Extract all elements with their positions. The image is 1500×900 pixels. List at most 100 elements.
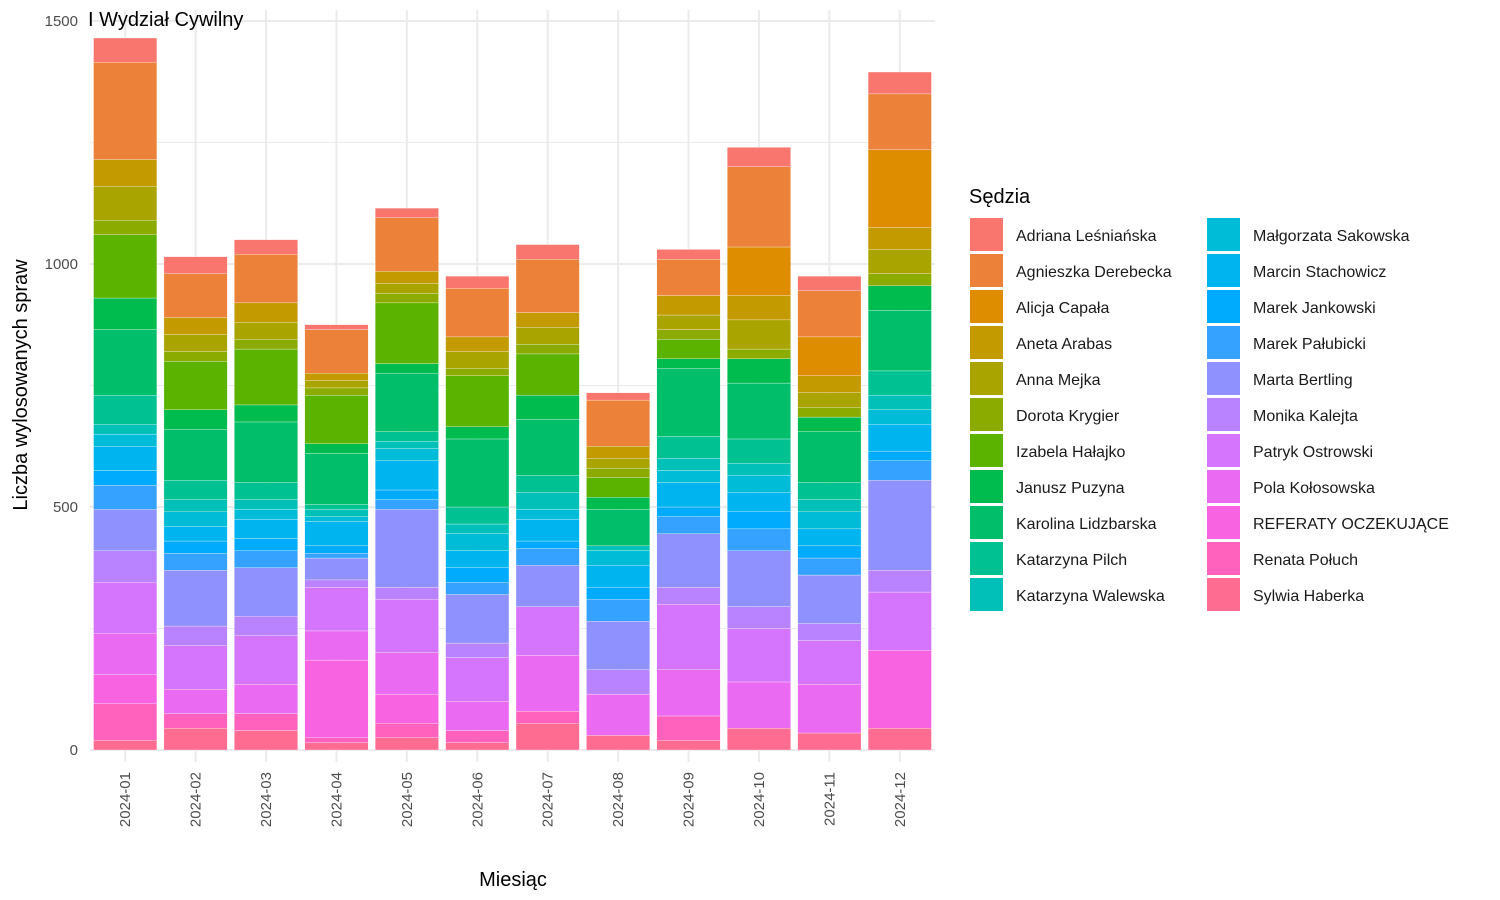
legend-label: Agnieszka Derebecka (1016, 264, 1172, 281)
x-tick-label: 2024-02 (188, 772, 205, 827)
bar-segment (445, 351, 510, 369)
bar-segment (445, 550, 510, 568)
bar-segment (93, 433, 158, 447)
bar-segment (656, 533, 721, 588)
bar-segment (867, 285, 932, 311)
bar-segment (867, 93, 932, 150)
bar-segment (234, 567, 298, 617)
legend-title: Sędzia (969, 186, 1031, 208)
legend-key (1207, 506, 1240, 539)
bar-segment (234, 519, 298, 539)
bar-segment (445, 657, 510, 702)
legend-item: Anna Mejka (970, 362, 1101, 395)
bar-segment (586, 399, 650, 447)
bar-segment (163, 511, 228, 527)
bar-segment (163, 645, 228, 690)
bar-segment (797, 275, 862, 291)
bar-segment (727, 628, 791, 683)
bar-segment (515, 395, 580, 420)
bar-segment (727, 295, 791, 321)
bar-segment (375, 431, 439, 442)
bar-segment (93, 703, 158, 741)
bar-segment (867, 227, 932, 250)
bar-segment (445, 275, 510, 289)
bar-segment (586, 467, 650, 478)
x-tick-label: 2024-10 (751, 772, 768, 827)
bar-segment (304, 587, 369, 632)
legend-label: Izabela Hałajko (1016, 444, 1126, 461)
bar-segment (304, 557, 369, 581)
legend-item: Marta Bertling (1207, 362, 1353, 395)
bar-segment (727, 348, 791, 359)
legend-key (970, 290, 1003, 323)
bar-segment (375, 217, 439, 272)
bar-segment (304, 509, 369, 517)
bar-segment (445, 701, 510, 731)
bar-segment (797, 290, 862, 338)
bar-segment (234, 713, 298, 731)
bar-segment (234, 339, 298, 350)
bar-segment (375, 302, 439, 364)
bar-segment (867, 424, 932, 452)
x-tick-label: 2024-07 (540, 772, 557, 827)
bar-segment (727, 475, 791, 493)
legend-item: Adriana Leśniańska (970, 218, 1157, 251)
bar-segment (797, 640, 862, 685)
legend-label: Karolina Lidzbarska (1016, 516, 1157, 533)
bar-segment (656, 604, 721, 670)
bar-segment (163, 351, 228, 362)
bar-segment (234, 616, 298, 636)
legend-label: Marcin Stachowicz (1253, 264, 1386, 281)
bar-segment (445, 523, 510, 534)
legend-label: Aneta Arabas (1016, 336, 1112, 353)
bar-segment (163, 727, 228, 751)
legend-item: Agnieszka Derebecka (970, 254, 1172, 287)
legend-item: Monika Kalejta (1207, 398, 1358, 431)
bar-segment (304, 504, 369, 510)
bar-segment (515, 565, 580, 607)
bar-segment (304, 380, 369, 389)
bar-segment (515, 258, 580, 313)
bar-segment (93, 62, 158, 160)
bar-segment (656, 482, 721, 508)
bar-segment (93, 234, 158, 299)
bar-segment (727, 606, 791, 629)
bar-segment (304, 737, 369, 743)
bar-segment (515, 710, 580, 724)
legend-item: Janusz Puzyna (970, 470, 1125, 503)
bar-segment (727, 166, 791, 248)
legend-item: Marek Pałubicki (1207, 326, 1366, 359)
bar-segment (375, 283, 439, 294)
bar-segment (163, 273, 228, 318)
bar-segment (234, 348, 298, 406)
bar-segment (586, 599, 650, 622)
legend-key (970, 506, 1003, 539)
legend-label: Sylwia Haberka (1253, 588, 1364, 605)
bar-segment (586, 446, 650, 459)
bar-segment (234, 730, 298, 751)
bar-segment (515, 492, 580, 510)
bar-segment (797, 557, 862, 576)
bar-segment (867, 273, 932, 287)
bar-segment (867, 249, 932, 274)
legend-item: Marek Jankowski (1207, 290, 1376, 323)
bar-segment (656, 458, 721, 471)
bar-segment (93, 582, 158, 634)
bar-segment (445, 533, 510, 551)
bar-segment (304, 579, 369, 588)
bar-segment (163, 625, 228, 646)
bar-segment (445, 594, 510, 644)
bar-segment (797, 684, 862, 734)
bar-segment (445, 375, 510, 427)
legend-item: Karolina Lidzbarska (970, 506, 1157, 539)
legend-key (970, 218, 1003, 251)
bar-segment (656, 314, 721, 330)
bar-segment (445, 288, 510, 338)
legend-key (1207, 326, 1240, 359)
bar-segment (445, 567, 510, 583)
bar-segment (656, 295, 721, 316)
x-tick-label: 2024-05 (399, 772, 416, 827)
bar-segment (304, 553, 369, 559)
bar-segment (586, 477, 650, 498)
bar-segment (515, 344, 580, 355)
